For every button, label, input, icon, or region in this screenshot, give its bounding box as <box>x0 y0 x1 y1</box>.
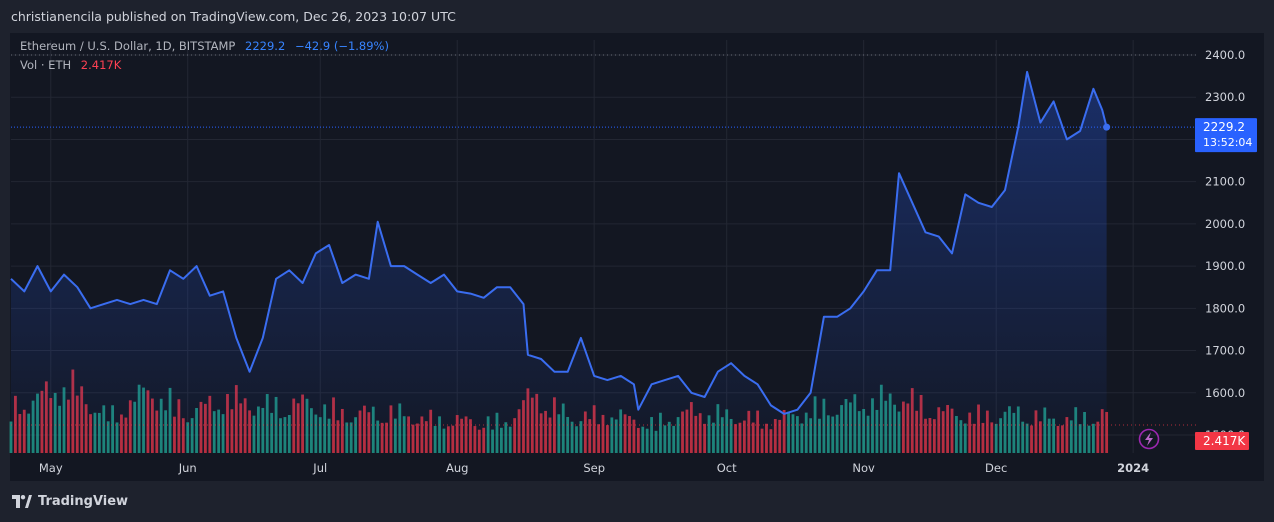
y-tick-label: 1800.0 <box>1205 301 1245 315</box>
price-badge-value: 2229.2 <box>1203 120 1245 134</box>
legend-volume-value: 2.417K <box>80 58 122 72</box>
logo-text: TradingView <box>38 494 129 509</box>
x-tick-label: Jul <box>312 461 327 475</box>
x-tick-label: Sep <box>583 461 605 475</box>
last-price-dot <box>1103 123 1111 131</box>
price-badge-countdown: 13:52:04 <box>1203 136 1252 149</box>
y-tick-label: 1600.0 <box>1205 386 1245 400</box>
y-tick-label: 2300.0 <box>1205 90 1245 104</box>
legend-change: −42.9 (−1.89%) <box>294 39 389 53</box>
legend-volume: Vol · ETH 2.417K <box>20 58 121 72</box>
tradingview-logo-icon <box>12 495 32 508</box>
y-tick-label: 2400.0 <box>1205 48 1245 62</box>
y-tick-label: 1900.0 <box>1205 259 1245 273</box>
x-tick-label: Jun <box>178 461 197 475</box>
published-header: christianencila published on TradingView… <box>0 0 1274 33</box>
volume-badge <box>1195 432 1249 450</box>
x-tick-label: May <box>39 461 63 475</box>
x-tick-label: Aug <box>446 461 468 475</box>
published-text: christianencila published on TradingView… <box>11 9 456 24</box>
legend-volume-label: Vol · ETH <box>20 58 72 72</box>
footer <box>0 481 1274 522</box>
volume-bar <box>1105 411 1109 453</box>
legend-price: 2229.2 <box>245 39 286 53</box>
price-badge <box>1195 118 1257 153</box>
x-tick-label: 2024 <box>1117 461 1149 475</box>
tradingview-logo[interactable]: TradingView <box>12 494 128 509</box>
y-tick-label: 2100.0 <box>1205 175 1245 189</box>
x-tick-label: Oct <box>717 461 737 475</box>
price-area <box>11 71 1107 454</box>
y-tick-label: 1700.0 <box>1205 344 1245 358</box>
price-line <box>10 70 1108 415</box>
x-tick-label: Nov <box>852 461 875 475</box>
legend-symbol: Ethereum / U.S. Dollar, 1D, BITSTAMP <box>20 39 236 53</box>
x-tick-label: Dec <box>985 461 1007 475</box>
y-tick-label: 2000.0 <box>1205 217 1245 231</box>
legend-main: Ethereum / U.S. Dollar, 1D, BITSTAMP 222… <box>20 39 389 53</box>
volume-badge-value: 2.417K <box>1203 434 1246 448</box>
lightning-icon-bolt <box>1145 432 1153 446</box>
lightning-icon <box>1138 428 1160 450</box>
